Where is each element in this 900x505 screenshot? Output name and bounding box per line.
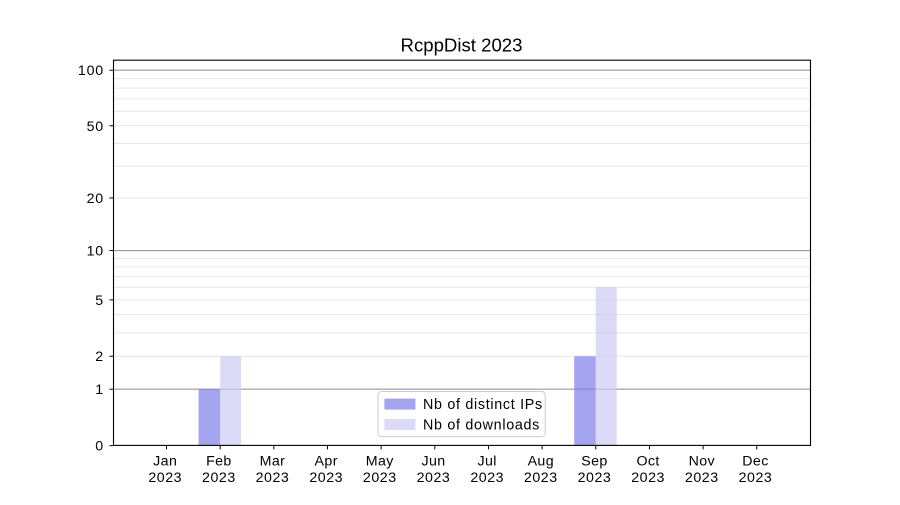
svg-text:50: 50 bbox=[87, 119, 104, 135]
svg-text:Feb: Feb bbox=[206, 453, 232, 469]
svg-text:2023: 2023 bbox=[578, 470, 612, 486]
svg-text:2023: 2023 bbox=[631, 470, 665, 486]
svg-text:Nb of downloads: Nb of downloads bbox=[423, 417, 540, 433]
svg-text:2023: 2023 bbox=[739, 470, 773, 486]
svg-text:Aug: Aug bbox=[528, 453, 554, 469]
svg-text:2023: 2023 bbox=[148, 470, 182, 486]
svg-text:2023: 2023 bbox=[202, 470, 236, 486]
svg-text:10: 10 bbox=[87, 244, 104, 260]
svg-text:2023: 2023 bbox=[309, 470, 343, 486]
svg-text:5: 5 bbox=[95, 293, 104, 309]
svg-text:2023: 2023 bbox=[470, 470, 504, 486]
svg-text:2023: 2023 bbox=[685, 470, 719, 486]
svg-text:2: 2 bbox=[95, 349, 104, 365]
svg-text:May: May bbox=[366, 453, 395, 469]
svg-text:100: 100 bbox=[78, 63, 104, 79]
svg-text:Jul: Jul bbox=[478, 453, 497, 469]
svg-text:0: 0 bbox=[95, 439, 104, 455]
svg-text:Oct: Oct bbox=[636, 453, 659, 469]
svg-text:2023: 2023 bbox=[363, 470, 397, 486]
svg-text:2023: 2023 bbox=[524, 470, 558, 486]
svg-text:2023: 2023 bbox=[256, 470, 290, 486]
svg-text:Jan: Jan bbox=[153, 453, 177, 469]
svg-text:2023: 2023 bbox=[417, 470, 451, 486]
svg-text:1: 1 bbox=[95, 382, 104, 398]
svg-text:Dec: Dec bbox=[742, 453, 768, 469]
svg-text:20: 20 bbox=[87, 191, 104, 207]
svg-text:Nov: Nov bbox=[689, 453, 716, 469]
svg-text:Jun: Jun bbox=[421, 453, 445, 469]
svg-text:Sep: Sep bbox=[581, 453, 607, 469]
svg-text:RcppDist 2023: RcppDist 2023 bbox=[401, 34, 523, 55]
svg-text:Nb of distinct IPs: Nb of distinct IPs bbox=[423, 397, 543, 413]
svg-text:Apr: Apr bbox=[315, 453, 338, 469]
svg-text:Mar: Mar bbox=[260, 453, 286, 469]
